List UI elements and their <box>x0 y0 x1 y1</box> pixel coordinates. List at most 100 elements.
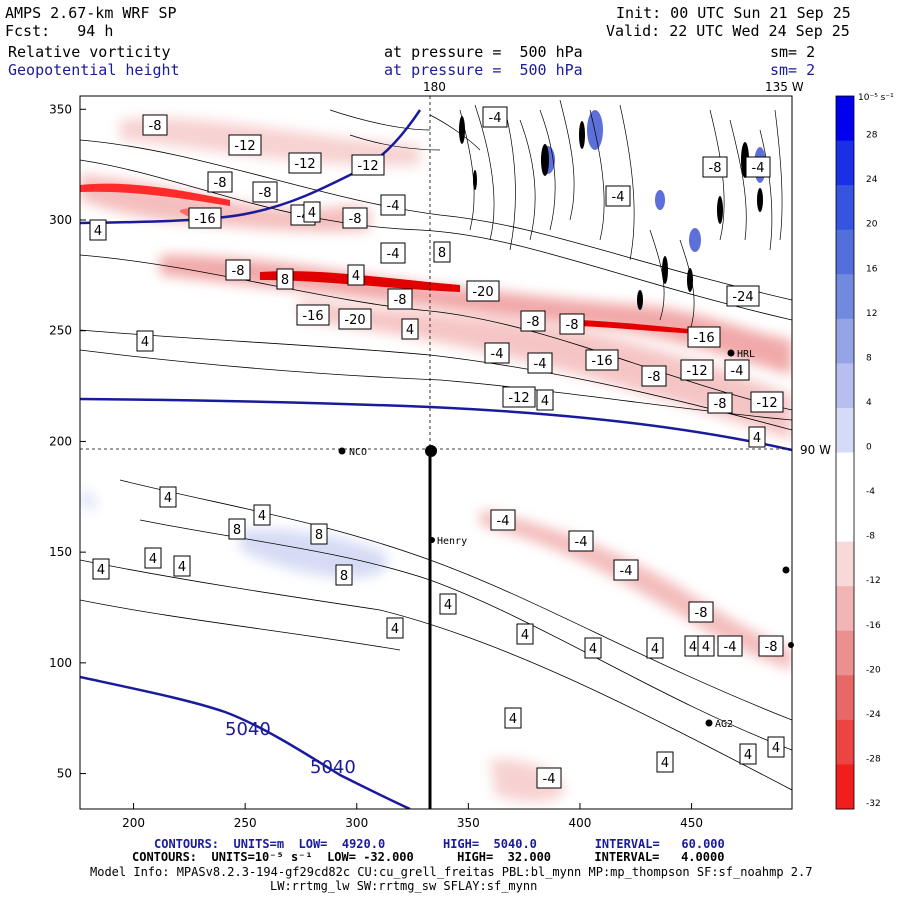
svg-text:8: 8 <box>233 523 241 538</box>
svg-text:-4: -4 <box>534 357 547 372</box>
svg-text:8: 8 <box>340 569 348 584</box>
colorbar-swatch <box>836 764 854 810</box>
colorbar-unit: 10⁻⁵ s⁻¹ <box>858 93 894 103</box>
svg-text:-8: -8 <box>695 606 708 621</box>
colorbar-tick-label: 0 <box>866 443 872 453</box>
svg-text:-8: -8 <box>214 176 227 191</box>
colorbar-tick-label: -8 <box>866 532 875 542</box>
vorticity-contour-label: -4 <box>745 156 771 178</box>
forecast-hour: Fcst: 94 h <box>5 22 114 40</box>
svg-text:-8: -8 <box>648 370 661 385</box>
svg-text:-8: -8 <box>765 640 778 655</box>
vorticity-contour-label: -8 <box>142 114 168 136</box>
vorticity-contour-label: -8 <box>758 635 784 657</box>
model-title: AMPS 2.67-km WRF SP <box>5 4 177 22</box>
footer-height-contours: CONTOURS: UNITS=m LOW= 4920.0 HIGH= 5040… <box>154 837 725 851</box>
svg-text:4: 4 <box>541 394 549 409</box>
vorticity-contour-label: 4 <box>767 736 785 758</box>
colorbar-tick-label: -28 <box>866 754 881 764</box>
station-label-henry: Henry <box>437 536 467 547</box>
vorticity-contour-label: -4 <box>380 194 406 216</box>
svg-text:-12: -12 <box>357 159 378 174</box>
station-marker-edge2 <box>788 642 794 648</box>
vorticity-contour-label: 4 <box>89 219 107 241</box>
vorticity-contour-label: -4 <box>605 185 631 207</box>
y-tick-label: 250 <box>49 324 72 338</box>
vorticity-contour-label: -12 <box>288 152 322 174</box>
vorticity-contour-label: -12 <box>680 359 714 381</box>
x-tick-label: 400 <box>569 816 592 830</box>
vorticity-contour-label: -16 <box>585 349 619 371</box>
x-tick-label: 300 <box>345 816 368 830</box>
svg-text:4: 4 <box>391 622 399 637</box>
svg-text:4: 4 <box>444 598 452 613</box>
svg-text:-4: -4 <box>489 111 502 126</box>
svg-text:-12: -12 <box>686 364 707 379</box>
colorbar-swatch <box>836 630 854 676</box>
vorticity-contour-label: 8 <box>228 518 246 540</box>
svg-text:-4: -4 <box>612 190 625 205</box>
field2-name: Geopotential height <box>8 61 180 79</box>
colorbar-swatch <box>836 497 854 543</box>
footer-model-info: Model Info: MPASv8.2.3-194-gf29cd82c CU:… <box>90 865 813 879</box>
vorticity-contour-label: 8 <box>433 241 451 263</box>
vorticity-contour-label: 4 <box>136 330 154 352</box>
svg-text:4: 4 <box>97 563 105 578</box>
svg-text:-4: -4 <box>387 247 400 262</box>
y-tick-label: 200 <box>49 434 72 448</box>
svg-text:-20: -20 <box>472 285 493 300</box>
svg-text:-8: -8 <box>394 293 407 308</box>
svg-text:-12: -12 <box>234 139 255 154</box>
colorbar-swatch <box>836 363 854 409</box>
svg-text:-20: -20 <box>344 313 365 328</box>
vorticity-contour-label: -8 <box>688 601 714 623</box>
x-tick-label: 250 <box>234 816 257 830</box>
svg-text:-16: -16 <box>194 212 215 227</box>
colorbar-tick-label: 12 <box>866 309 877 319</box>
vorticity-contour-label: -4 <box>724 359 750 381</box>
svg-text:-8: -8 <box>566 318 579 333</box>
valid-time: Valid: 22 UTC Wed 24 Sep 25 <box>606 22 850 40</box>
colorbar-swatch <box>836 318 854 364</box>
colorbar-tick-label: -4 <box>866 487 875 497</box>
svg-text:-4: -4 <box>724 640 737 655</box>
vorticity-contour-label: 4 <box>516 623 534 645</box>
vorticity-contour-label: -4 <box>717 635 743 657</box>
vorticity-contour-label: -8 <box>342 207 368 229</box>
colorbar-frame <box>835 95 855 810</box>
station-label-hrl: HRL <box>737 349 755 360</box>
vorticity-contour-label: 4 <box>144 547 162 569</box>
svg-text:-4: -4 <box>543 772 556 787</box>
colorbar-swatch <box>836 675 854 721</box>
svg-text:-12: -12 <box>294 157 315 172</box>
svg-text:4: 4 <box>178 560 186 575</box>
svg-text:4: 4 <box>521 628 529 643</box>
colorbar-swatch <box>836 140 854 186</box>
svg-text:8: 8 <box>281 273 289 288</box>
station-marker-edge <box>782 566 790 574</box>
colorbar-swatch <box>836 452 854 498</box>
vorticity-contour-label: -16 <box>188 207 222 229</box>
svg-text:-8: -8 <box>149 119 162 134</box>
station-marker-center <box>425 445 437 457</box>
vorticity-contour-label: 4 <box>92 558 110 580</box>
vorticity-contour-label: -24 <box>726 285 760 307</box>
colorbar-tick-label: 8 <box>866 353 872 363</box>
colorbar-tick-label: 4 <box>866 398 872 408</box>
x-tick-label: 450 <box>680 816 703 830</box>
vorticity-contour-label: 8 <box>335 564 353 586</box>
vorticity-contour-label: 4 <box>159 486 177 508</box>
footer-model-info-2: LW:rrtmg_lw SW:rrtmg_sw SFLAY:sf_mynn <box>270 879 538 893</box>
svg-text:-16: -16 <box>693 331 714 346</box>
y-tick-label: 150 <box>49 545 72 559</box>
station-marker-nco <box>338 447 346 455</box>
vorticity-contour-label: -8 <box>225 259 251 281</box>
colorbar-swatch <box>836 407 854 453</box>
svg-text:4: 4 <box>308 206 316 221</box>
colorbar-swatch <box>836 586 854 632</box>
x-tick-label: 350 <box>457 816 480 830</box>
vorticity-contour-label: -12 <box>750 391 784 413</box>
svg-text:4: 4 <box>772 741 780 756</box>
footer-vort-contours: CONTOURS: UNITS=10⁻⁵ s⁻¹ LOW= -32.000 HI… <box>132 850 725 864</box>
